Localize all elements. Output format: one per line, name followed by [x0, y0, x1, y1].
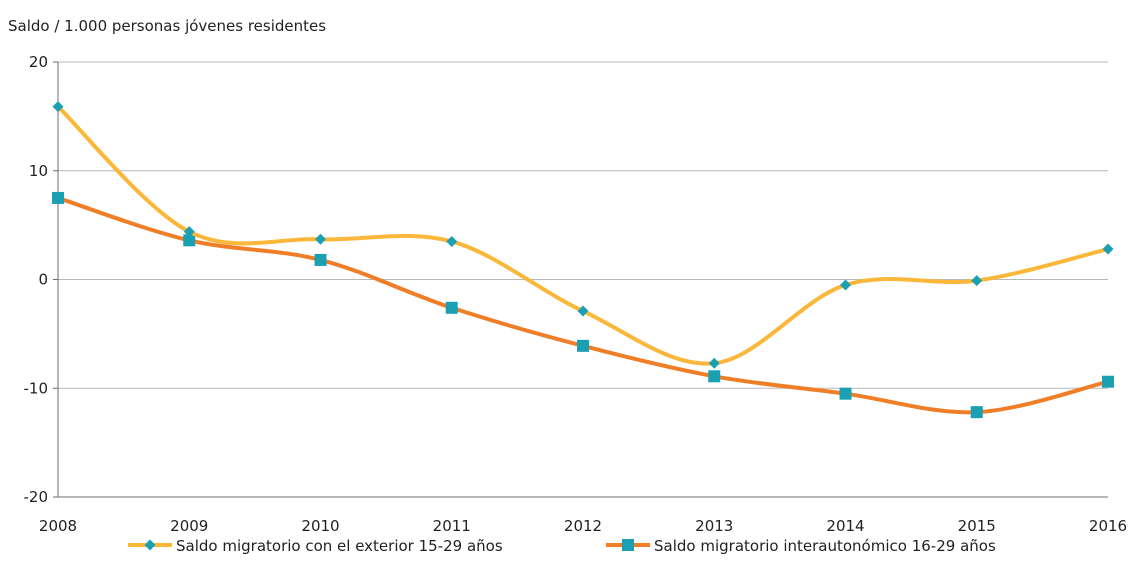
x-tick-label: 2008: [39, 517, 77, 535]
x-tick-label: 2010: [301, 517, 339, 535]
x-tick-label: 2015: [958, 517, 996, 535]
series-group: [52, 101, 1114, 419]
x-tick-label: 2013: [695, 517, 733, 535]
data-point-marker: [315, 233, 326, 245]
legend-item-2: Saldo migratorio interautonómico 16-29 a…: [606, 537, 996, 555]
data-point-marker: [840, 279, 851, 291]
x-tick-label: 2016: [1089, 517, 1127, 535]
legend-label: Saldo migratorio interautonómico 16-29 a…: [654, 537, 996, 555]
legend-marker: [622, 539, 634, 551]
series-line: [56, 104, 1110, 366]
data-point-marker: [839, 387, 852, 400]
series-line: [56, 195, 1110, 415]
data-point-marker: [183, 234, 196, 247]
data-point-marker: [1102, 375, 1114, 388]
data-point-marker: [708, 370, 721, 383]
data-point-marker: [577, 305, 589, 317]
gridlines: [58, 61, 1108, 498]
data-point-marker: [446, 235, 458, 247]
series-2: [52, 191, 1114, 419]
data-point-marker: [971, 275, 983, 287]
x-tick-label: 2014: [826, 517, 864, 535]
data-point-marker: [445, 301, 458, 314]
y-tick-label: 0: [38, 271, 48, 289]
legend-label: Saldo migratorio con el exterior 15-29 a…: [176, 537, 503, 555]
y-tick-label: -20: [24, 488, 49, 506]
data-point-marker: [577, 339, 589, 352]
data-point-marker: [52, 191, 64, 204]
y-axis-title: Saldo / 1.000 personas jóvenes residente…: [8, 17, 326, 35]
y-tick-label: 10: [29, 162, 48, 180]
data-point-marker: [1102, 243, 1114, 255]
legend-marker: [144, 539, 156, 551]
y-tick-label: 20: [29, 53, 48, 71]
legend: Saldo migratorio con el exterior 15-29 a…: [128, 537, 996, 555]
data-point-marker: [314, 253, 327, 266]
data-point-marker: [52, 101, 64, 113]
x-tick-label: 2011: [433, 517, 471, 535]
data-point-marker: [708, 357, 720, 369]
legend-item-1: Saldo migratorio con el exterior 15-29 a…: [128, 537, 503, 555]
x-tick-label: 2012: [564, 517, 602, 535]
data-point-marker: [970, 406, 983, 419]
series-1: [52, 101, 1114, 369]
y-tick-label: -10: [24, 379, 49, 397]
data-point-marker: [183, 226, 195, 238]
x-tick-label: 2009: [170, 517, 208, 535]
